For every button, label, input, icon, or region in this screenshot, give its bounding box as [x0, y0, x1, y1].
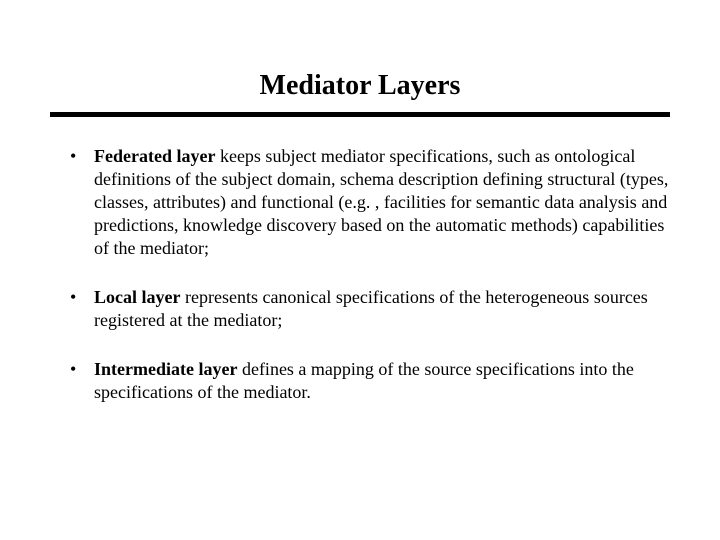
slide: Mediator Layers Federated layer keeps su… — [0, 0, 720, 540]
bullet-list: Federated layer keeps subject mediator s… — [50, 145, 670, 404]
title-rule — [50, 112, 670, 117]
bullet-lead: Federated layer — [94, 146, 215, 166]
list-item: Intermediate layer defines a mapping of … — [70, 358, 670, 404]
list-item: Federated layer keeps subject mediator s… — [70, 145, 670, 260]
bullet-lead: Intermediate layer — [94, 359, 237, 379]
slide-title: Mediator Layers — [50, 70, 670, 102]
list-item: Local layer represents canonical specifi… — [70, 286, 670, 332]
bullet-lead: Local layer — [94, 287, 180, 307]
